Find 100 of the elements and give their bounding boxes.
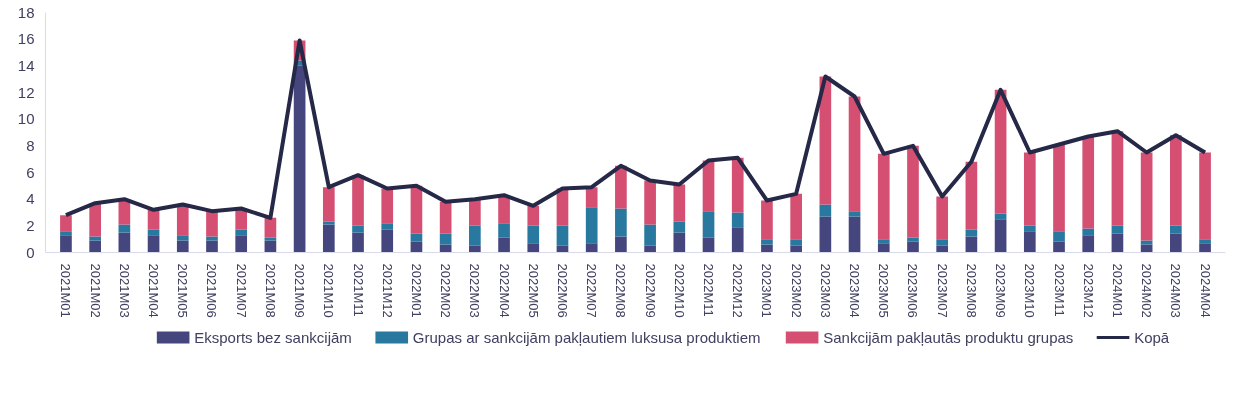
bar [1053,144,1065,232]
bar [615,208,627,237]
bar [936,239,949,246]
bar [907,237,919,242]
bar [89,203,101,237]
bar [848,216,861,253]
x-tick-label: 2023M11 [1051,263,1067,317]
bar [936,245,949,253]
bar [264,217,277,238]
x-tick-label: 2023M08 [963,263,979,318]
bar [147,235,160,253]
bar [1170,135,1182,226]
bar [848,211,861,217]
bar [527,225,540,244]
legend-label: Eksports bez sankcijām [194,329,352,346]
x-tick-label: 2021M12 [379,263,395,318]
bar [60,215,72,232]
bar [1140,240,1153,245]
bar [381,223,394,230]
y-tick-label: 8 [26,136,35,154]
bar [965,161,978,230]
bar [381,188,394,224]
bar [322,187,335,222]
bar [702,237,715,253]
bar [673,232,686,253]
bar [1111,225,1124,234]
bar [206,236,218,241]
x-tick-label: 2024M04 [1197,263,1213,318]
x-tick-label: 2023M10 [1022,263,1038,318]
bar [965,229,978,237]
bar [790,239,802,246]
bar [644,245,656,253]
y-tick-label: 14 [17,56,35,74]
bar [206,211,218,237]
bar [206,240,218,253]
bar [761,244,773,253]
x-tick-label: 2023M01 [759,263,775,318]
x-tick-label: 2022M03 [467,263,483,318]
bar [731,212,744,228]
bar [877,153,890,240]
bar [1023,225,1036,232]
x-tick-label: 2023M02 [788,263,804,318]
x-tick-label: 2022M11 [701,263,717,317]
x-tick-label: 2021M10 [321,263,337,318]
bar [469,199,481,226]
bar [469,225,481,246]
x-tick-label: 2022M02 [438,263,454,318]
line-series [63,38,1208,220]
bar [702,211,715,238]
x-tick-label: 2021M09 [292,263,308,318]
bar [118,224,131,233]
y-tick-label: 18 [17,3,35,21]
bar [1053,231,1065,242]
bar [1140,152,1153,241]
x-tick-label: 2023M09 [993,263,1009,318]
bar [644,224,656,246]
legend-label: Grupas ar sankcijām pakļautiem luksusa produktiem [412,329,761,346]
x-tick-label: 2022M05 [525,263,541,318]
x-tick-label: 2021M04 [146,263,162,318]
y-tick-label: 0 [26,243,35,261]
bar [498,223,510,238]
bar [1170,233,1182,253]
bar [1023,152,1036,226]
bar [352,175,364,226]
bar [89,240,101,253]
bar [819,204,832,217]
bar [1111,233,1124,253]
bar [848,96,861,212]
bar [235,235,248,253]
y-tick-label: 12 [17,83,35,101]
bar [60,235,72,253]
bar [585,243,598,253]
bar [498,237,510,253]
bar [527,205,540,226]
bar [352,232,364,253]
x-tick-label: 2021M07 [233,263,249,318]
bar [585,187,598,208]
bar [410,233,423,242]
x-tick-label: 2024M01 [1109,263,1125,318]
y-tick-label: 16 [17,30,35,48]
bar [1111,131,1124,226]
bar [176,235,189,241]
bar [1199,152,1211,240]
y-tick-label: 10 [17,110,35,128]
y-tick-label: 4 [26,190,35,208]
x-tick-label: 2023M07 [934,263,950,318]
x-tick-label: 2024M03 [1168,263,1184,318]
bar [322,224,335,253]
x-tick-label: 2023M05 [876,263,892,318]
x-tick-label: 2021M08 [262,263,278,318]
bar [439,233,452,245]
y-tick-label: 6 [26,163,35,181]
x-tick-label: 2023M06 [905,263,921,318]
x-tick-label: 2021M05 [175,263,191,318]
bar [293,65,306,253]
x-tick-label: 2023M12 [1080,263,1096,318]
bar [439,201,452,234]
bar [761,200,773,240]
bar [1023,231,1036,253]
bar [761,239,773,245]
